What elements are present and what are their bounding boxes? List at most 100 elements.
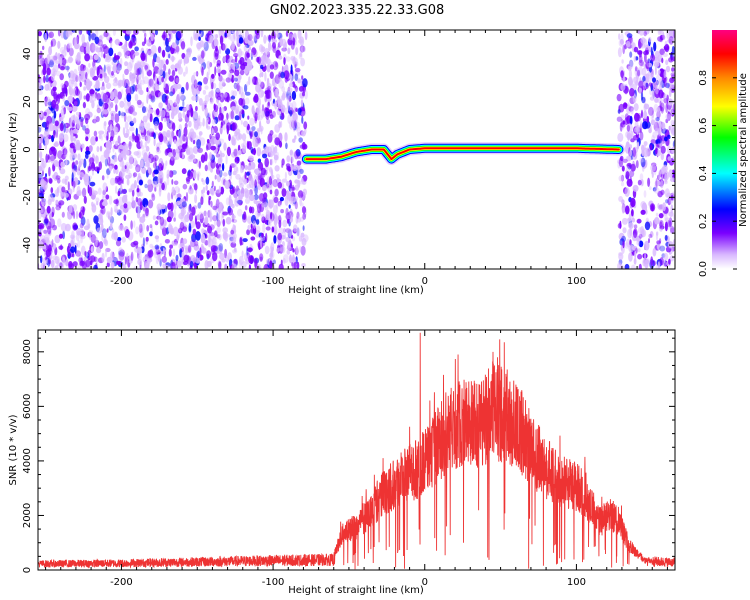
noise-blob xyxy=(84,53,90,62)
noise-blob xyxy=(98,130,105,135)
noise-blob xyxy=(201,228,205,234)
noise-blob xyxy=(76,168,81,176)
noise-blob xyxy=(154,157,157,167)
noise-blob xyxy=(213,104,219,113)
noise-blob xyxy=(670,72,675,77)
noise-blob xyxy=(622,240,625,249)
noise-blob xyxy=(296,261,300,269)
noise-blob xyxy=(289,150,295,159)
noise-blob xyxy=(70,133,74,143)
noise-blob xyxy=(68,73,75,82)
noise-blob xyxy=(95,236,98,247)
noise-blob xyxy=(118,171,123,181)
noise-blob xyxy=(140,159,144,168)
noise-blob xyxy=(142,237,145,247)
noise-blob xyxy=(174,63,180,69)
noise-blob xyxy=(156,203,162,211)
noise-blob xyxy=(195,95,200,102)
noise-blob xyxy=(132,134,136,140)
noise-blob xyxy=(270,168,274,179)
noise-blob xyxy=(104,248,108,258)
noise-blob xyxy=(214,174,217,180)
noise-blob xyxy=(147,179,152,185)
noise-blob xyxy=(111,70,114,76)
noise-blob xyxy=(222,78,225,86)
noise-blob xyxy=(100,135,103,141)
noise-blob xyxy=(222,231,228,241)
noise-blob xyxy=(76,190,81,196)
noise-blob xyxy=(48,177,52,184)
noise-blob xyxy=(48,59,55,68)
noise-blob xyxy=(629,170,635,178)
noise-blob xyxy=(234,128,241,135)
noise-blob xyxy=(142,106,146,114)
noise-blob xyxy=(296,160,302,166)
noise-blob xyxy=(628,106,634,112)
noise-blob xyxy=(218,75,223,82)
noise-blob xyxy=(95,257,99,263)
noise-blob xyxy=(658,213,664,219)
noise-blob xyxy=(173,49,177,54)
noise-blob xyxy=(45,259,50,264)
noise-blob xyxy=(222,218,226,227)
noise-blob xyxy=(660,145,666,154)
snr-series-line xyxy=(38,332,675,570)
noise-blob xyxy=(176,234,180,242)
noise-blob xyxy=(205,145,209,151)
noise-blob xyxy=(300,57,305,67)
noise-blob xyxy=(671,67,675,72)
noise-blob xyxy=(153,116,160,127)
noise-blob xyxy=(152,215,156,221)
noise-blob xyxy=(90,33,97,41)
noise-blob xyxy=(206,250,212,259)
noise-blob xyxy=(64,148,67,159)
noise-blob xyxy=(75,233,80,242)
noise-blob xyxy=(255,225,261,234)
noise-blob xyxy=(230,34,236,43)
noise-blob xyxy=(54,120,59,127)
noise-blob xyxy=(39,50,43,59)
noise-blob xyxy=(256,78,262,87)
noise-blob xyxy=(294,67,301,73)
noise-blob xyxy=(178,187,181,194)
noise-blob xyxy=(118,153,122,161)
noise-blob xyxy=(108,195,113,205)
colorbar-tick-label: 0.0 xyxy=(698,261,709,277)
noise-blob xyxy=(178,136,183,144)
noise-blob xyxy=(278,55,283,60)
colorbar-tick-label: 0.8 xyxy=(698,70,709,86)
noise-blob xyxy=(291,100,297,110)
noise-blob xyxy=(133,180,137,189)
noise-blob xyxy=(266,118,271,125)
noise-blob xyxy=(207,210,211,218)
noise-blob xyxy=(239,69,245,76)
noise-blob xyxy=(670,123,673,134)
noise-blob xyxy=(634,120,639,130)
noise-blob xyxy=(619,155,624,162)
noise-blob xyxy=(142,30,146,33)
noise-blob xyxy=(670,204,674,214)
noise-blob xyxy=(93,215,99,224)
noise-blob xyxy=(166,139,170,146)
noise-blob xyxy=(112,64,117,73)
noise-blob xyxy=(641,109,643,119)
noise-blob xyxy=(144,141,148,148)
noise-blob xyxy=(261,55,265,65)
y-tick-label: 0 xyxy=(22,567,33,573)
noise-blob xyxy=(626,33,633,39)
noise-blob xyxy=(233,161,238,167)
noise-blob xyxy=(147,249,154,258)
noise-blob xyxy=(625,131,629,138)
noise-blob xyxy=(277,247,282,252)
noise-blob xyxy=(664,234,668,241)
noise-blob xyxy=(243,211,247,221)
noise-blob xyxy=(300,178,304,183)
noise-blob xyxy=(659,100,662,111)
noise-blob xyxy=(98,161,102,171)
noise-blob xyxy=(631,209,634,217)
noise-blob xyxy=(203,100,208,106)
noise-blob xyxy=(199,137,206,146)
noise-blob xyxy=(298,235,302,242)
noise-blob xyxy=(171,186,175,196)
noise-blob xyxy=(198,211,204,219)
